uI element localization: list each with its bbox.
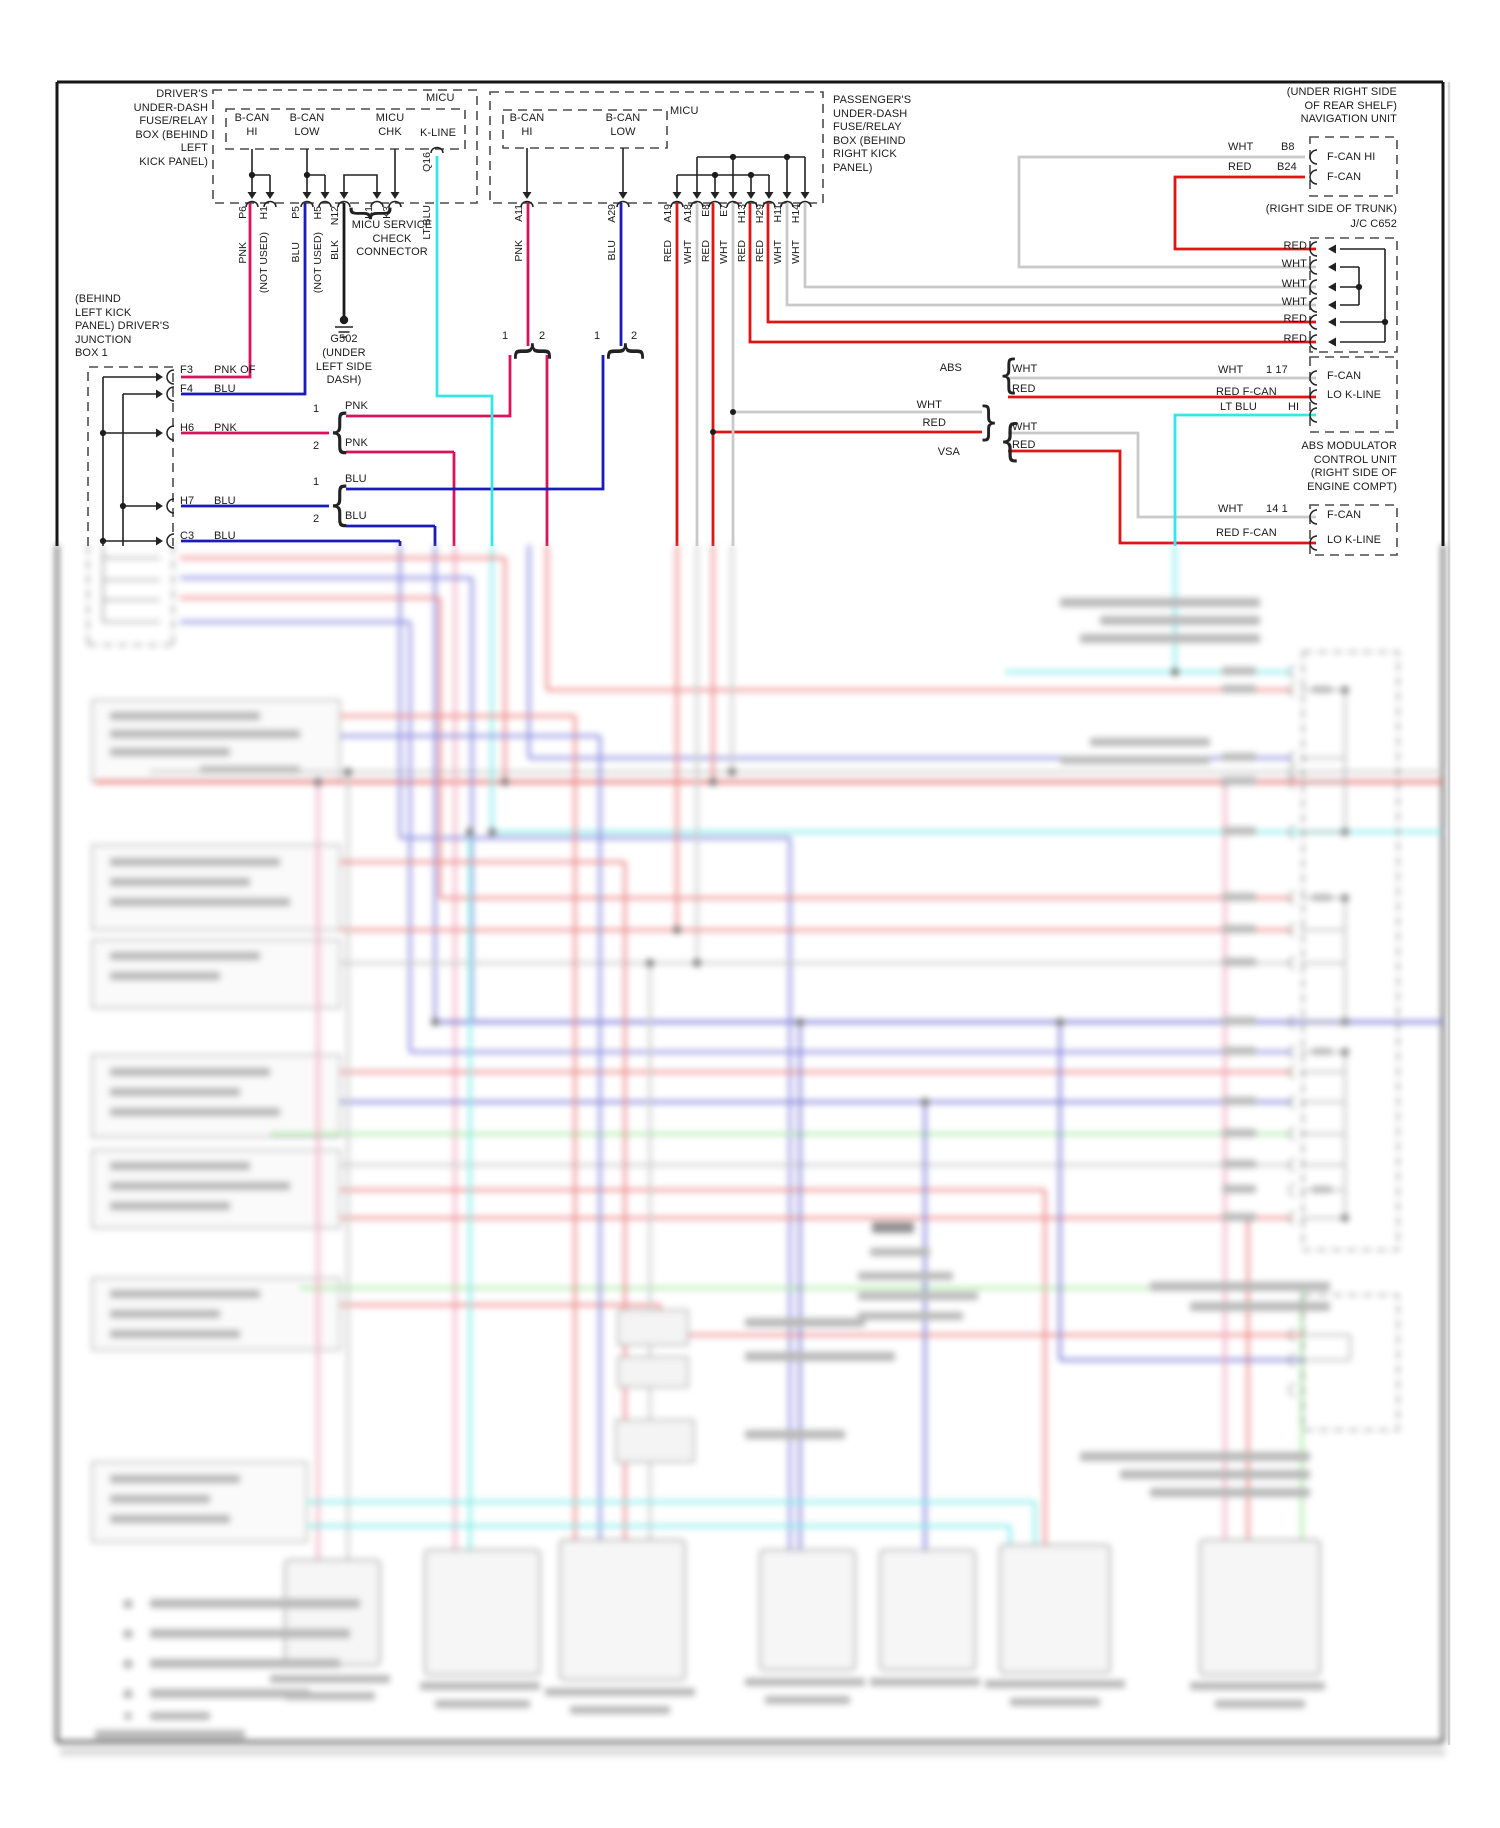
a11-split-2: 2: [539, 330, 546, 342]
abs-red-label: RED: [1012, 383, 1036, 395]
abs-group-label: ABS: [939, 362, 962, 374]
pin-f3: F3: [180, 364, 194, 376]
nav-unit-label: (UNDER RIGHT SIDE OF REAR SHELF) NAVIGAT…: [1286, 86, 1397, 125]
micu1-bcan-hi: B-CAN HI: [234, 112, 270, 138]
abs-brace: {: [998, 352, 1019, 398]
pin-h6: H6: [180, 422, 195, 434]
vsa-brace: {: [998, 415, 1022, 466]
micu2-title: MICU: [670, 105, 699, 117]
wires-red: [675, 175, 1316, 546]
splice-h7-1: 1: [313, 476, 320, 488]
pin-h7: H7: [180, 495, 195, 507]
vsa-group-label: VSA: [937, 446, 960, 458]
jc-row6-color: RED: [1283, 333, 1307, 345]
wires-ltblu: [435, 156, 1316, 546]
pair-red-label: RED: [922, 417, 946, 429]
jc-name: J/C C652: [1350, 218, 1397, 230]
dashed-boxes: [87, 89, 1398, 556]
wire-color-f4: BLU: [214, 383, 236, 395]
a11-split-1: 1: [502, 330, 509, 342]
pin-f4: F4: [180, 383, 194, 395]
nav-pin-b8: B8: [1281, 141, 1295, 153]
driver-fuse-box-label: DRIVER'S UNDER-DASH FUSE/RELAY BOX (BEHI…: [133, 88, 208, 168]
a29-split-2: 2: [631, 330, 638, 342]
vsa-wht-label: WHT: [1012, 421, 1038, 433]
splice-h7-2: 2: [313, 513, 320, 525]
micu1-kline: K-LINE: [419, 127, 457, 139]
jc-row4-color: WHT: [1281, 296, 1307, 308]
h6-splice-brace: {: [328, 404, 351, 458]
abs-wht-label: WHT: [1012, 363, 1038, 375]
abs1-row2-color: RED F-CAN: [1216, 386, 1277, 398]
abs1-fcan: F-CAN: [1327, 370, 1362, 382]
micu1-bcan-low: B-CAN LOW: [289, 112, 325, 138]
jc-row1-color: RED: [1283, 240, 1307, 252]
wire-color-h6: PNK: [214, 422, 237, 434]
internal-wiring: [102, 148, 1386, 546]
micu1-title: MICU: [426, 92, 455, 104]
splice-h6-2: 2: [313, 440, 320, 452]
junction-dots: [99, 153, 1389, 545]
junction-box-label: (BEHIND LEFT KICK PANEL) DRIVER'S JUNCTI…: [75, 293, 170, 359]
wires-pnk: [181, 203, 549, 546]
abs-unit-label: ABS MODULATOR CONTROL UNIT (RIGHT SIDE O…: [1301, 440, 1397, 493]
jc-location: (RIGHT SIDE OF TRUNK): [1265, 203, 1397, 215]
splice-h7-1-color: BLU: [345, 473, 367, 485]
abs2-lo-kline: LO K-LINE: [1327, 534, 1382, 546]
micu1-chk: MICU CHK: [375, 112, 405, 138]
abs2-row1-pin: 14 1: [1266, 503, 1288, 515]
splice-h6-2-color: PNK: [345, 437, 368, 449]
a29-split-1: 1: [594, 330, 601, 342]
nav-fcan-hi: F-CAN HI: [1327, 151, 1376, 163]
abs2-row1-color: WHT: [1218, 503, 1244, 515]
nav-b24-color: RED: [1228, 161, 1252, 173]
splice-h6-1-color: PNK: [345, 400, 368, 412]
jc-row3-color: WHT: [1281, 278, 1307, 290]
splice-h6-1: 1: [313, 403, 320, 415]
pair-wht-label: WHT: [916, 399, 942, 411]
wires-blu: [181, 203, 623, 546]
pin-c3: C3: [180, 530, 195, 542]
micu2-bcan-hi: B-CAN HI: [509, 112, 545, 138]
abs1-lo-kline: LO K-LINE: [1327, 389, 1382, 401]
abs1-row3-pin: HI: [1288, 401, 1300, 413]
abs1-row1-color: WHT: [1218, 364, 1244, 376]
micu2-bcan-low: B-CAN LOW: [605, 112, 641, 138]
vsa-red-label: RED: [1012, 439, 1036, 451]
abs2-row2-color: RED F-CAN: [1216, 527, 1277, 539]
jc-row5-color: RED: [1283, 313, 1307, 325]
jc-row2-color: WHT: [1281, 258, 1307, 270]
passenger-fuse-box-label: PASSENGER'S UNDER-DASH FUSE/RELAY BOX (B…: [833, 94, 912, 174]
ground-id: G502: [330, 333, 358, 345]
abs1-row1-pin: 1 17: [1266, 364, 1288, 376]
nav-fcan: F-CAN: [1327, 171, 1362, 183]
micu-service-connector-label: MICU SERVICE CHECK CONNECTOR: [351, 219, 433, 258]
nav-b8-color: WHT: [1228, 141, 1254, 153]
nav-pin-b24: B24: [1277, 161, 1297, 173]
abs2-fcan: F-CAN: [1327, 509, 1362, 521]
wires-wht: [695, 155, 1316, 546]
page-frame: [55, 80, 1451, 1745]
abs1-row3-color: LT BLU: [1220, 401, 1257, 413]
wire-color-h7: BLU: [214, 495, 236, 507]
wire-color-c3: BLU: [214, 530, 236, 542]
wire-color-f3: PNK OF: [214, 364, 256, 376]
h7-splice-brace: {: [328, 477, 351, 531]
pin-arcs: [166, 146, 1318, 551]
ground-location: (UNDER LEFT SIDE DASH): [315, 347, 373, 386]
splice-h7-2-color: BLU: [345, 510, 367, 522]
